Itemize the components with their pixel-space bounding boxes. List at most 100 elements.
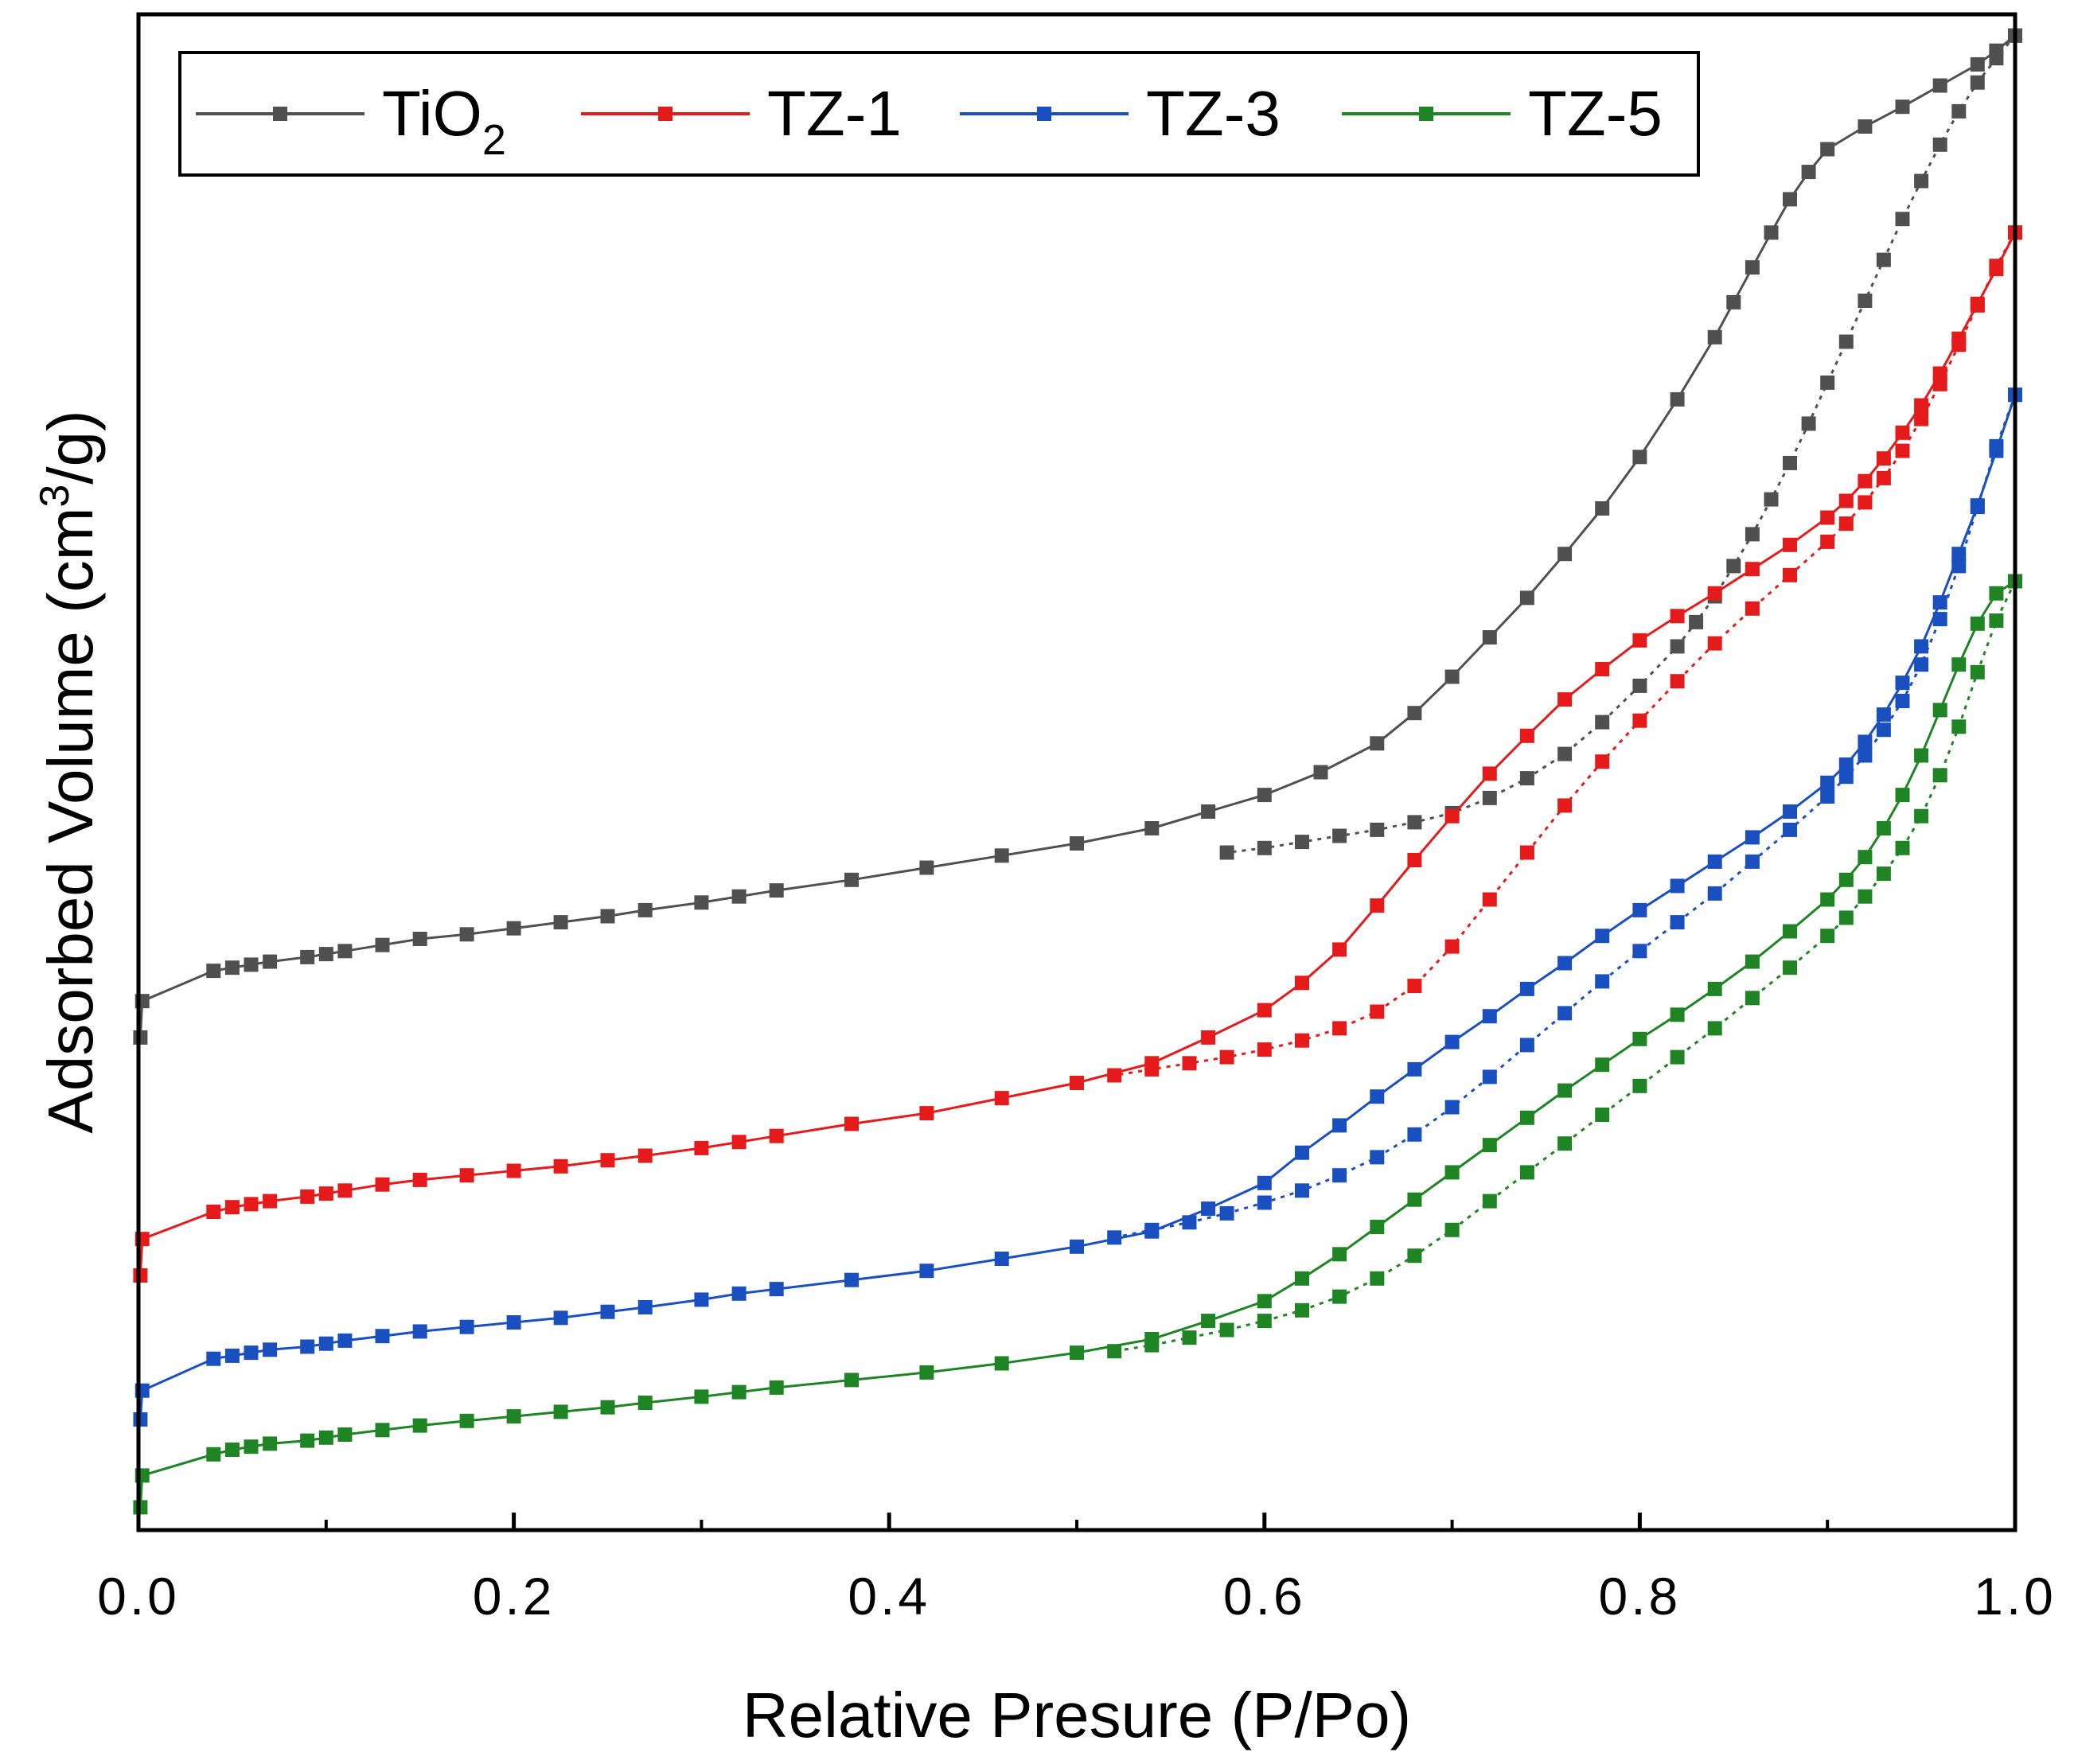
data-point-tz-5: [1219, 1322, 1234, 1338]
data-point-tz-1: [1707, 636, 1722, 651]
data-point-tz-5: [1970, 616, 1985, 631]
data-point-tz-3: [1932, 595, 1947, 610]
data-point-tz-5: [459, 1413, 474, 1428]
x-tick-label: 0.6: [1223, 1567, 1306, 1626]
data-point-tz-1: [1519, 728, 1534, 743]
data-point-tz-3: [1519, 1038, 1534, 1053]
data-point-tio2: [600, 909, 615, 924]
data-point-tz-1: [412, 1172, 427, 1187]
data-point-tz-3: [1201, 1201, 1216, 1217]
data-point-tio2: [375, 937, 390, 952]
data-point-tz-1: [1257, 1042, 1272, 1057]
data-point-tz-1: [1876, 470, 1891, 485]
data-point-tio2: [206, 964, 221, 979]
data-point-tz-1: [1370, 898, 1385, 913]
data-point-tz-1: [1201, 1030, 1216, 1045]
data-point-tz-5: [1295, 1271, 1309, 1286]
data-point-tio2: [1670, 639, 1685, 654]
data-point-tz-5: [553, 1404, 568, 1419]
legend-label-main: TiO: [382, 78, 482, 149]
data-point-tz-5: [1295, 1303, 1309, 1318]
data-point-tio2: [1858, 119, 1873, 134]
data-point-tz-1: [1951, 337, 1967, 352]
data-point-tz-3: [1707, 886, 1722, 901]
data-point-tz-1: [1257, 1003, 1272, 1018]
data-point-tz-3: [1595, 974, 1610, 989]
data-point-tio2: [1989, 51, 2004, 66]
data-point-tz-3: [1332, 1168, 1347, 1183]
data-point-tz-3: [1670, 915, 1685, 930]
data-point-tz-5: [919, 1365, 934, 1380]
data-point-tz-1: [1107, 1068, 1122, 1083]
data-point-tio2: [1914, 173, 1929, 189]
data-point-tz-3: [1932, 612, 1947, 627]
series-line-tz-1-desorption: [1113, 232, 2017, 1077]
series-tio2: [133, 28, 2022, 1045]
x-tick-label: 0.4: [848, 1567, 930, 1626]
legend-label-subscript: 2: [482, 116, 506, 164]
data-point-tio2: [1519, 771, 1534, 786]
data-point-tz-3: [1707, 854, 1722, 869]
data-point-tz-5: [300, 1433, 315, 1448]
data-point-tz-1: [1820, 510, 1835, 525]
data-point-tz-5: [1783, 924, 1797, 939]
data-point-tz-1: [224, 1200, 240, 1215]
data-point-tio2: [1820, 142, 1835, 157]
data-point-tz-5: [1519, 1110, 1534, 1125]
data-point-tz-1: [506, 1163, 521, 1178]
data-point-tio2: [1482, 630, 1497, 644]
data-point-tz-1: [1219, 1049, 1234, 1065]
data-point-tz-1: [1783, 567, 1797, 582]
data-point-tio2: [1801, 416, 1816, 431]
data-point-tz-5: [1876, 821, 1891, 835]
data-point-tio2: [1313, 765, 1328, 780]
data-point-tz-1: [1895, 425, 1910, 440]
data-point-tz-3: [1519, 981, 1534, 996]
data-point-tz-3: [1858, 734, 1873, 750]
data-point-tz-3: [300, 1339, 315, 1354]
data-point-tio2: [1726, 294, 1741, 310]
data-point-tz-1: [1444, 939, 1460, 954]
x-tick-label: 0.0: [97, 1567, 180, 1626]
data-point-tio2: [1876, 252, 1891, 267]
series-tz-5: [133, 574, 2022, 1515]
plot-marks: [133, 28, 2022, 1515]
data-point-tio2: [1632, 450, 1647, 465]
data-point-tio2: [1801, 165, 1816, 180]
data-point-tz-3: [731, 1286, 747, 1301]
data-point-tio2: [1745, 260, 1760, 275]
data-point-tz-1: [1070, 1076, 1084, 1090]
data-point-tz-3: [375, 1329, 390, 1344]
data-point-tz-5: [1257, 1294, 1272, 1309]
data-point-tz-1: [1519, 845, 1534, 860]
data-point-tz-5: [600, 1400, 615, 1415]
data-point-tz-1: [1482, 766, 1497, 781]
data-point-tio2: [1632, 678, 1647, 693]
data-point-tz-3: [1295, 1145, 1309, 1160]
legend-label-tio2: TiO2: [382, 78, 506, 164]
data-point-tz-1: [1895, 443, 1910, 458]
data-point-tz-3: [1632, 944, 1647, 959]
data-point-tz-3: [1745, 854, 1760, 869]
data-point-tz-1: [553, 1158, 568, 1174]
data-point-tz-1: [300, 1189, 315, 1204]
data-point-tz-3: [1557, 956, 1573, 971]
data-point-tio2: [1970, 75, 1985, 90]
data-point-tz-1: [1144, 1061, 1160, 1077]
y-axis-title-end: /g): [35, 410, 106, 484]
data-point-tio2: [1557, 746, 1573, 761]
data-point-tz-3: [769, 1282, 784, 1297]
legend-label-main: TZ-5: [1528, 78, 1663, 149]
series-tz-1: [133, 225, 2022, 1283]
data-point-tio2: [1895, 212, 1910, 227]
x-axis-ticks: 0.0 0.2 0.4 0.6 0.8 1.0: [97, 1513, 2053, 1626]
data-point-tz-3: [506, 1315, 521, 1330]
data-point-tio2: [318, 947, 333, 962]
data-point-tz-1: [994, 1091, 1009, 1106]
data-point-tz-3: [1820, 775, 1835, 790]
legend-marker-tz-3: [1037, 107, 1051, 121]
data-point-tz-1: [1407, 853, 1422, 867]
data-point-tz-3: [337, 1333, 353, 1348]
data-point-tio2: [769, 883, 784, 898]
series-line-tz-5-adsorption: [138, 580, 2016, 1508]
